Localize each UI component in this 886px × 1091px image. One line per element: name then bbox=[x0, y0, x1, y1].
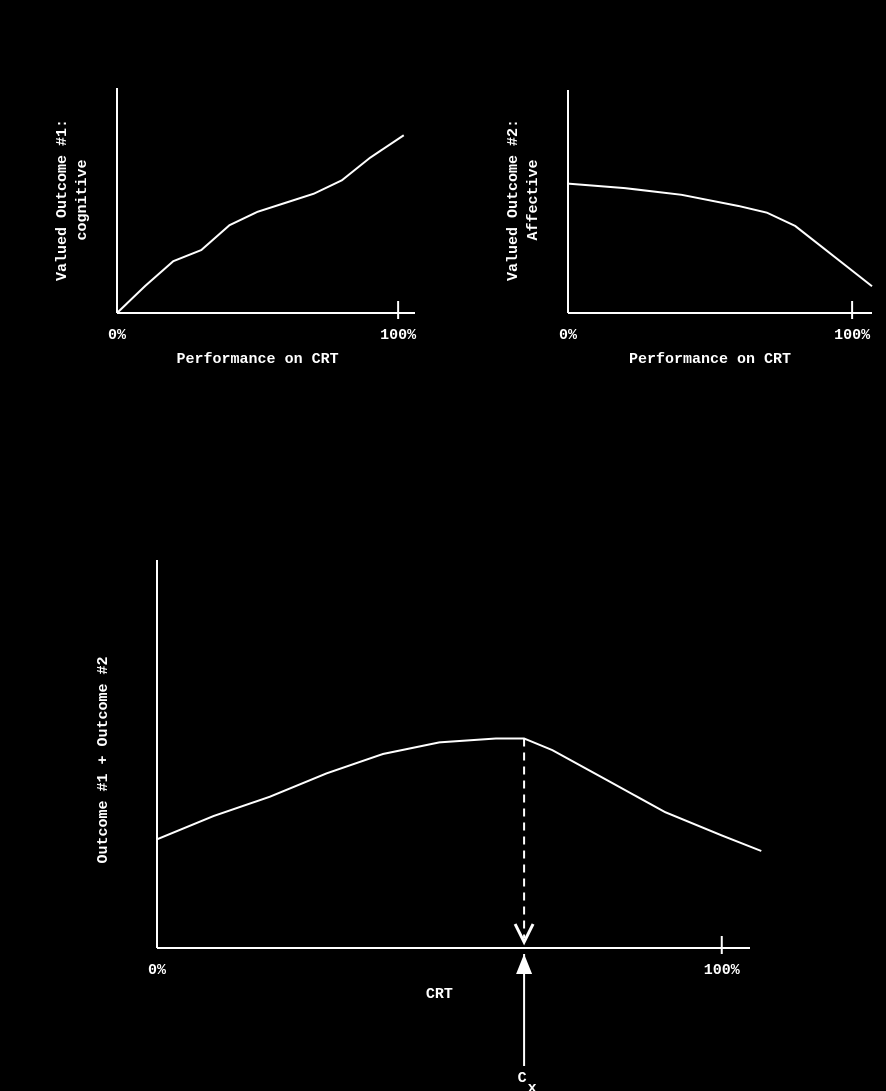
x-axis-label: CRT bbox=[426, 986, 453, 1003]
y-axis-label: Affective bbox=[525, 159, 542, 240]
data-line bbox=[116, 134, 405, 314]
marker-arrow-up bbox=[516, 954, 533, 974]
x-tick-label: 0% bbox=[559, 327, 578, 344]
marker-arrow-down bbox=[513, 923, 535, 946]
x-tick-label: 100% bbox=[380, 327, 417, 344]
y-axis-label: cognitive bbox=[74, 159, 91, 240]
x-axis-label: Performance on CRT bbox=[629, 351, 791, 368]
x-tick-label: 0% bbox=[148, 962, 167, 979]
marker-subscript: x bbox=[528, 1080, 537, 1091]
x-tick-label: 100% bbox=[834, 327, 871, 344]
data-line bbox=[567, 182, 873, 288]
x-tick-label: 100% bbox=[704, 962, 741, 979]
y-axis-label: Outcome #1 + Outcome #2 bbox=[95, 656, 112, 863]
marker-label: C bbox=[518, 1070, 527, 1087]
x-tick-label: 0% bbox=[108, 327, 127, 344]
x-axis-label: Performance on CRT bbox=[177, 351, 339, 368]
y-axis-label: Valued Outcome #1: bbox=[54, 119, 71, 281]
y-axis-label: Valued Outcome #2: bbox=[505, 119, 522, 281]
data-line bbox=[156, 737, 762, 852]
